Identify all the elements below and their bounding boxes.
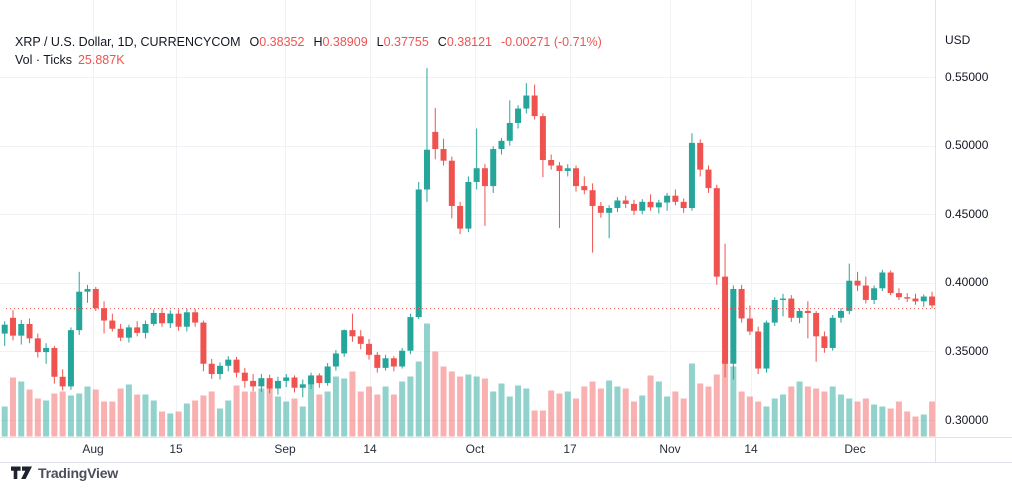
symbol-title[interactable]: XRP / U.S. Dollar, 1D, CURRENCYCOM [15,35,241,49]
tradingview-logo-text: TradingView [38,465,119,481]
price-tick-label: 0.55000 [945,69,989,84]
candles-layer [1,68,936,398]
tradingview-logo-icon [11,466,32,479]
legend-main-row[interactable]: XRP / U.S. Dollar, 1D, CURRENCYCOM O0.383… [15,33,602,51]
volume-value: 25.887K [77,53,125,67]
time-tick-label: Oct [465,442,485,456]
price-tick-label: 0.30000 [945,412,989,427]
price-tick-label: 0.35000 [945,343,989,358]
legend-volume-row[interactable]: Vol · Ticks 25.887K [15,51,602,69]
price-axis[interactable]: USD 0.55000 0.50000 0.45000 0.40000 0.35000 0… [936,0,1012,462]
time-tick-label: Sep [274,442,296,456]
time-axis[interactable]: Aug 15 Sep 14 Oct 17 Nov 14 Dec [0,438,935,462]
symbol-legend: XRP / U.S. Dollar, 1D, CURRENCYCOM O0.383… [15,33,602,69]
time-tick-label: Aug [82,442,104,456]
time-tick-label: 17 [563,442,577,456]
ohlc-close: C0.38121 [437,35,493,49]
axis-borders [0,0,1012,463]
currency-label: USD [945,33,971,47]
time-tick-label: 15 [169,442,183,456]
price-tick-label: 0.40000 [945,275,989,290]
tradingview-logo[interactable]: TradingView [11,465,118,481]
ohlc-low: L0.37755 [376,35,429,49]
time-tick-label: Nov [659,442,681,456]
change-percent: (-0.71%) [553,35,602,49]
change-value: -0.00271 [501,35,551,49]
ohlc-open: O0.38352 [249,35,305,49]
ohlc-high: H0.38909 [313,35,368,49]
volume-layer [1,323,936,437]
volume-label: Vol · Ticks [15,53,72,67]
price-tick-label: 0.50000 [945,138,989,153]
time-tick-label: Dec [844,442,866,456]
time-tick-label: 14 [744,442,758,456]
time-tick-label: 14 [363,442,377,456]
price-tick-label: 0.45000 [945,206,989,221]
